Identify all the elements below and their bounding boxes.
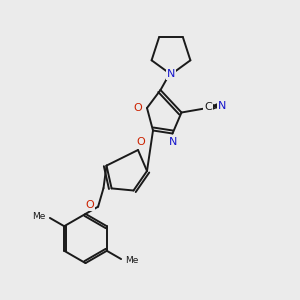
Text: N: N bbox=[218, 100, 226, 111]
Text: O: O bbox=[136, 136, 145, 147]
Text: N: N bbox=[167, 69, 175, 80]
Text: O: O bbox=[85, 200, 94, 210]
Text: C: C bbox=[204, 102, 212, 112]
Text: N: N bbox=[169, 137, 177, 147]
Text: Me: Me bbox=[126, 256, 139, 265]
Text: Me: Me bbox=[32, 212, 45, 221]
Text: O: O bbox=[134, 103, 142, 113]
